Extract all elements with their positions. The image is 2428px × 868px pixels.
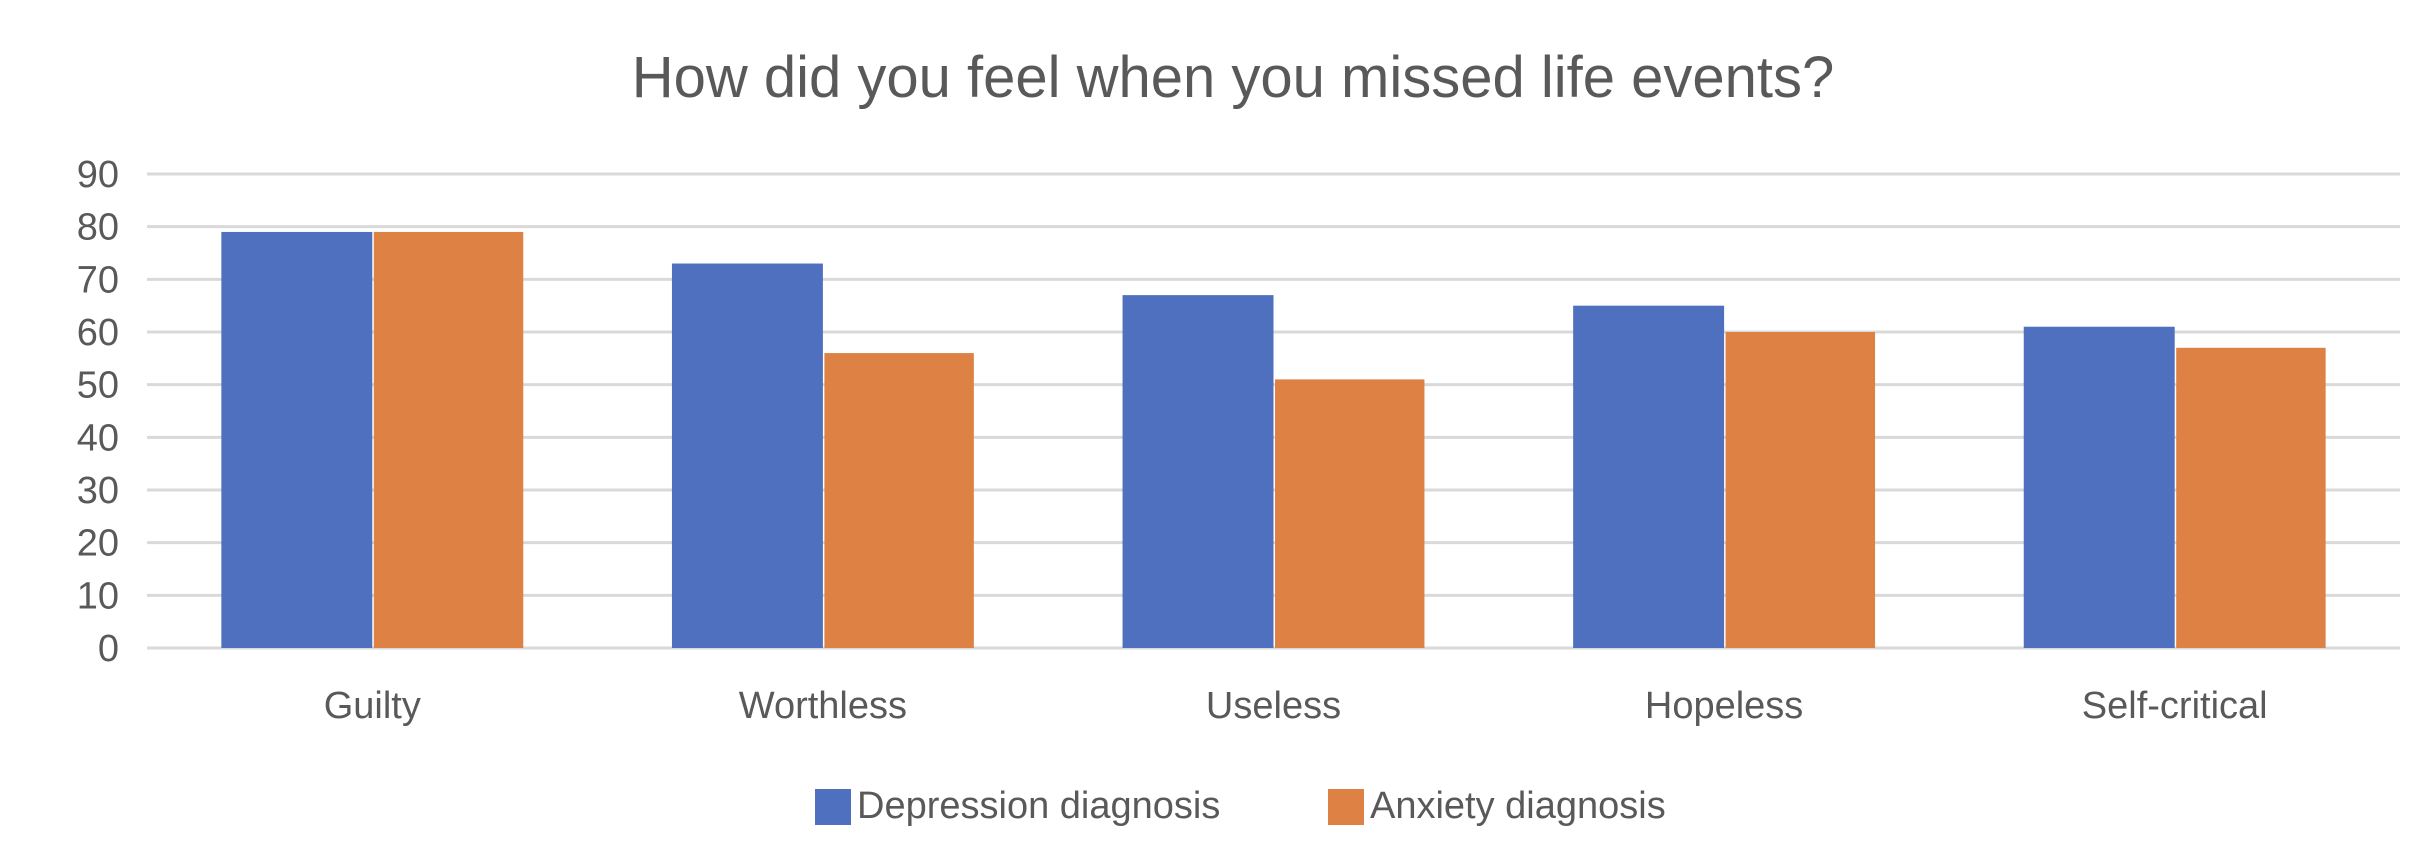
legend: Depression diagnosis Anxiety diagnosis bbox=[815, 785, 1666, 827]
legend-swatch-depression bbox=[815, 789, 851, 825]
y-tick-label: 90 bbox=[77, 154, 119, 196]
y-tick-label: 50 bbox=[77, 365, 119, 407]
bar-depression-hopeless bbox=[1573, 305, 1725, 648]
legend-label: Anxiety diagnosis bbox=[1370, 785, 1666, 827]
bar-depression-self-critical bbox=[2023, 326, 2175, 648]
chart-title: How did you feel when you missed life ev… bbox=[632, 45, 1835, 110]
y-tick-label: 70 bbox=[77, 259, 119, 301]
bar-anxiety-useless bbox=[1275, 379, 1425, 648]
y-tick-label: 80 bbox=[77, 207, 119, 249]
bar-depression-guilty bbox=[221, 231, 373, 648]
bars bbox=[221, 231, 2326, 648]
y-tick-label: 20 bbox=[77, 523, 119, 565]
bar-anxiety-hopeless bbox=[1725, 332, 1876, 648]
x-category-label: Worthless bbox=[739, 685, 907, 727]
y-tick-label: 40 bbox=[77, 417, 119, 459]
bar-anxiety-worthless bbox=[824, 353, 974, 648]
x-category-label: Useless bbox=[1206, 685, 1341, 727]
y-tick-label: 30 bbox=[77, 470, 119, 512]
bar-depression-worthless bbox=[671, 263, 823, 648]
bar-depression-useless bbox=[1122, 295, 1274, 648]
bar-anxiety-self-critical bbox=[2176, 347, 2326, 648]
legend-label: Depression diagnosis bbox=[857, 785, 1220, 827]
x-category-label: Hopeless bbox=[1645, 685, 1803, 727]
x-category-label: Guilty bbox=[324, 685, 421, 727]
x-axis-categories: Guilty Worthless Useless Hopeless Self-criti… bbox=[324, 685, 2268, 727]
y-axis-ticks: 0 10 20 30 40 50 60 70 80 90 bbox=[77, 154, 119, 670]
y-tick-label: 10 bbox=[77, 575, 119, 617]
y-tick-label: 60 bbox=[77, 312, 119, 354]
bar-anxiety-guilty bbox=[373, 231, 524, 648]
x-category-label: Self-critical bbox=[2082, 685, 2268, 727]
y-tick-label: 0 bbox=[98, 628, 119, 670]
legend-swatch-anxiety bbox=[1328, 789, 1364, 825]
